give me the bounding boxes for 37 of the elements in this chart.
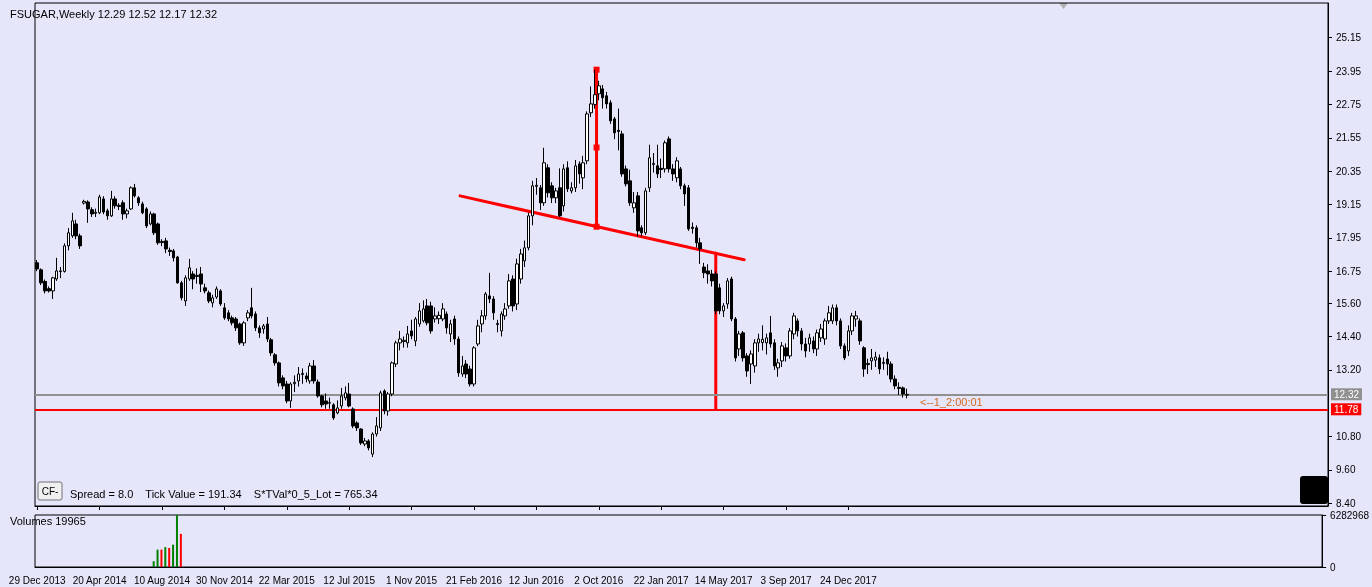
y-tick-label: 22.75 — [1336, 98, 1362, 110]
x-tick-label: 22 Jan 2017 — [633, 574, 690, 586]
y-tick-label: 6282968 — [1330, 509, 1370, 521]
y-tick-label: 14.40 — [1336, 330, 1362, 342]
x-tick-label: 1 Nov 2015 — [386, 574, 438, 586]
y-tick-label: 0 — [1330, 561, 1337, 573]
x-tick-label: 2 Oct 2016 — [574, 574, 624, 586]
x-tick-label: 14 May 2017 — [694, 574, 753, 586]
ref-line-label: 12.32 — [1334, 388, 1360, 400]
y-tick-label: 17.95 — [1336, 232, 1362, 244]
y-tick-label: 10.80 — [1336, 431, 1362, 443]
y-tick-label: 23.95 — [1336, 65, 1362, 77]
annotation: CF- — [41, 485, 59, 497]
x-tick-label: 21 Feb 2016 — [445, 574, 503, 586]
x-tick-label: 30 Nov 2014 — [196, 574, 254, 586]
chart-title: FSUGAR,Weekly 12.29 12.52 12.17 12.32 — [10, 7, 218, 20]
chart-title: Volumes 19965 — [10, 514, 86, 527]
x-tick-label: 20 Apr 2014 — [72, 574, 128, 586]
x-tick-label: 3 Sep 2017 — [760, 574, 812, 586]
y-tick-label: 16.75 — [1336, 265, 1362, 277]
x-tick-label: 12 Jul 2015 — [323, 574, 376, 586]
y-tick-label: 21.55 — [1336, 132, 1362, 144]
y-tick-label: 9.60 — [1336, 464, 1356, 476]
annotation: Spread = 8.0 Tick Value = 191.34 S*TVal*0_5_Lot = 765.34 — [70, 487, 378, 500]
y-tick-label: 19.15 — [1336, 198, 1362, 210]
y-tick-label: 25.15 — [1336, 32, 1362, 44]
y-tick-label: 8.40 — [1336, 497, 1356, 509]
x-tick-label: 29 Dec 2013 — [8, 574, 67, 586]
y-tick-label: 13.20 — [1336, 364, 1362, 376]
x-tick-label: 12 Jun 2016 — [508, 574, 565, 586]
annotation: <--1_2:00:01 — [920, 395, 983, 408]
ref-line-label: 11.78 — [1334, 403, 1359, 415]
x-tick-label: 22 Mar 2015 — [258, 574, 316, 586]
x-tick-label: 10 Aug 2014 — [133, 574, 191, 586]
y-tick-label: 20.35 — [1336, 165, 1362, 177]
y-tick-label: 15.60 — [1336, 297, 1362, 309]
x-tick-label: 24 Dec 2017 — [819, 574, 878, 586]
